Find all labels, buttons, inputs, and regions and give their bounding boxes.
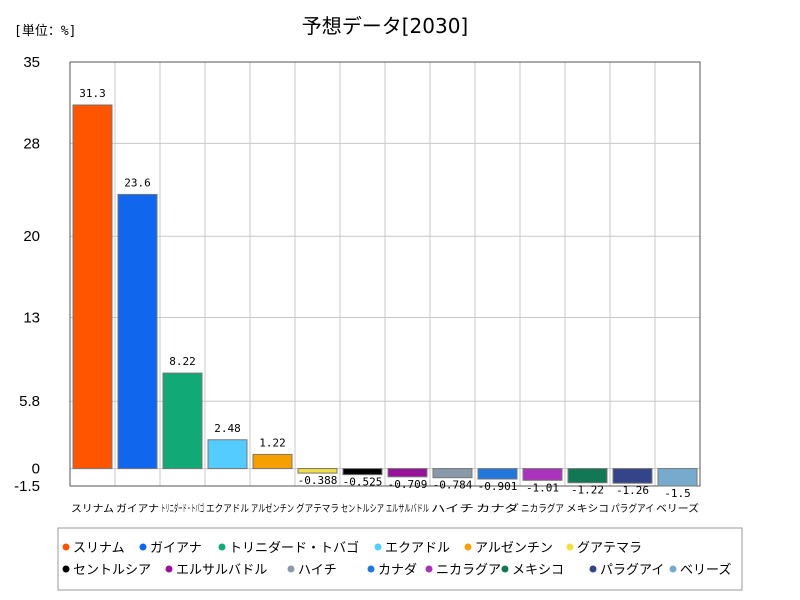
legend-marker (139, 543, 147, 551)
legend-marker (62, 543, 70, 551)
legend-entry: カナダ (378, 563, 417, 578)
x-tick-label: エルサルバドル (386, 503, 429, 515)
legend-entry: メキシコ (512, 563, 564, 578)
legend-marker (589, 565, 597, 573)
legend-marker (669, 565, 677, 573)
legend-entry: スリナム (73, 541, 125, 556)
bar-1 (72, 104, 113, 470)
x-axis: スリナム ガイアナ トリニダード・トバゴエクアドルアルゼンチングアテマラセントルシア… (71, 502, 699, 515)
y-tick-label: -1.5 (14, 478, 40, 495)
legend: スリナム ガイアナ トリニダード・トバゴ エクアドル アルゼンチン グアテマラセントルシア… (62, 540, 731, 578)
bar-6 (297, 468, 338, 474)
legend-entry: ニカラグア (436, 563, 501, 578)
bar-2 (117, 193, 158, 470)
x-tick-label: セントルシア (341, 503, 384, 515)
bar-7 (342, 468, 383, 476)
plot-frame (69, 61, 701, 487)
legend-marker (566, 543, 574, 551)
legend-marker (367, 565, 375, 573)
data-label: 1.22 (259, 436, 286, 449)
legend-entry: ハイチ (298, 563, 337, 578)
bar-9 (432, 468, 473, 479)
bars (72, 104, 698, 487)
legend-entry: グアテマラ (577, 541, 642, 556)
x-tick-label: ハイチ (431, 503, 474, 515)
bar-12 (567, 468, 608, 484)
data-labels: 31.3 23.6 8.22 2.48 1.22 -0.388 -0.525 -0.709 -0… (79, 87, 691, 500)
legend-marker (425, 565, 433, 573)
y-axis: 35 28 20 13 5.8 0-1.5 (14, 54, 40, 495)
legend-entry: ベリーズ (680, 562, 731, 578)
data-label: 31.3 (79, 87, 106, 100)
x-tick-label: アルゼンチン (251, 503, 294, 515)
data-label: 8.22 (169, 355, 196, 368)
x-tick-label: パラグアイ (611, 502, 654, 515)
legend-box (57, 527, 743, 591)
x-tick-label: ニカラグア (521, 502, 564, 515)
data-label: -1.22 (571, 484, 604, 497)
data-label: -0.709 (388, 478, 428, 491)
y-tick-label: 28 (23, 135, 40, 152)
legend-marker (218, 543, 226, 551)
bar-5 (252, 453, 293, 470)
y-tick-label: 13 (23, 310, 40, 327)
x-tick-label: ベリーズ (656, 502, 699, 515)
bar-4 (207, 439, 248, 470)
legend-entry: トリニダード・トバゴ (229, 540, 359, 556)
data-label: -0.388 (298, 474, 338, 487)
legend-marker (374, 543, 382, 551)
data-label: 23.6 (124, 176, 151, 189)
bar-11 (522, 468, 563, 481)
chart-title: 予想データ[2030] (302, 14, 469, 38)
data-label: -0.525 (343, 476, 383, 489)
legend-marker (464, 543, 472, 551)
y-tick-label: 20 (23, 228, 40, 245)
x-tick-label: カナダ (476, 502, 519, 515)
legend-marker (501, 565, 509, 573)
y-tick-label: 5.8 (19, 393, 40, 410)
legend-entry: セントルシア (73, 563, 151, 578)
legend-entry: パラグアイ (600, 563, 664, 578)
legend-marker (165, 565, 173, 573)
x-tick-label: メキシコ (566, 504, 609, 515)
data-label: -1.5 (664, 487, 691, 500)
data-label: -0.901 (478, 480, 518, 493)
data-label: -1.01 (526, 481, 559, 494)
y-tick-label: 0 (32, 461, 40, 478)
x-tick-label: エクアドル (206, 503, 249, 515)
x-tick-label: グアテマラ (296, 502, 339, 515)
legend-entry: ガイアナ (150, 541, 202, 556)
bar-3 (162, 372, 203, 470)
x-tick-label: スリナム (71, 503, 114, 515)
data-label: -1.26 (616, 484, 649, 497)
legend-entry: アルゼンチン (475, 541, 553, 556)
bar-10 (477, 468, 518, 480)
legend-entry: エクアドル (385, 541, 450, 556)
data-label: -0.784 (433, 479, 473, 492)
x-tick-label: トリニダード・トバゴ (161, 502, 204, 515)
unit-label: [単位：%] (14, 23, 76, 39)
legend-entry: エルサルバドル (176, 563, 267, 578)
data-label: 2.48 (214, 422, 241, 435)
bar-8 (387, 468, 428, 478)
legend-marker (287, 565, 295, 573)
y-tick-label: 35 (23, 54, 40, 71)
legend-marker (62, 565, 70, 573)
bar-14 (657, 468, 698, 487)
x-tick-label: ガイアナ (116, 503, 159, 515)
bar-13 (612, 468, 653, 484)
